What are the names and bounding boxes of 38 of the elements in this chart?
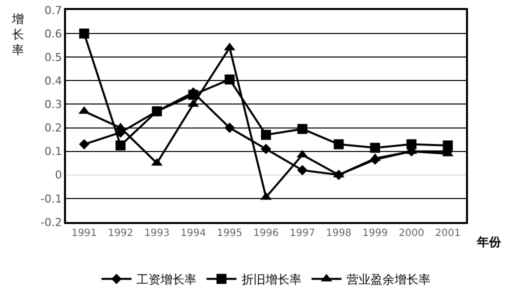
y-tick-label: 0.5 — [44, 50, 62, 64]
point — [297, 164, 308, 176]
x-tick-label: 1996 — [253, 228, 279, 239]
legend-label: 营业盈余增长率 — [346, 272, 430, 287]
y-tick-label: -0.2 — [40, 216, 62, 229]
point — [260, 144, 272, 154]
x-tick-label: 1998 — [326, 228, 352, 239]
y-tick-label: -0.1 — [40, 192, 62, 206]
x-tick-label: 1991 — [71, 228, 97, 239]
x-tick-label: 1999 — [362, 228, 388, 239]
x-tick-label: 2001 — [435, 228, 461, 239]
y-axis-title: 增长率 — [11, 12, 24, 58]
point — [224, 122, 235, 133]
x-tick-label: 1995 — [216, 228, 242, 239]
point — [79, 28, 90, 39]
point — [297, 124, 308, 134]
y-tick-label: 0.4 — [44, 74, 62, 88]
x-tick-label: 1994 — [180, 228, 206, 239]
point — [334, 139, 344, 150]
x-tick-label: 1993 — [144, 228, 170, 239]
point — [116, 140, 126, 150]
y-tick-label: 0 — [55, 168, 62, 182]
legend-label: 折旧增长率 — [242, 272, 302, 287]
x-axis-title: 年份 — [476, 235, 502, 249]
y-tick-label: 0.6 — [44, 27, 62, 40]
point — [224, 74, 235, 84]
y-tick-label: 0.3 — [44, 98, 62, 112]
point — [370, 142, 380, 153]
x-tick-label: 1992 — [108, 228, 134, 239]
y-tick-label: 0.7 — [44, 4, 62, 17]
point — [261, 130, 271, 140]
x-tick-label: 2000 — [398, 228, 424, 239]
x-tick-label: 1997 — [290, 228, 316, 239]
y-tick-label: 0.2 — [44, 122, 62, 135]
y-tick-label: 0.1 — [44, 145, 62, 158]
point — [78, 139, 90, 150]
legend-label: 工资增长率 — [136, 272, 196, 287]
point — [334, 170, 344, 180]
